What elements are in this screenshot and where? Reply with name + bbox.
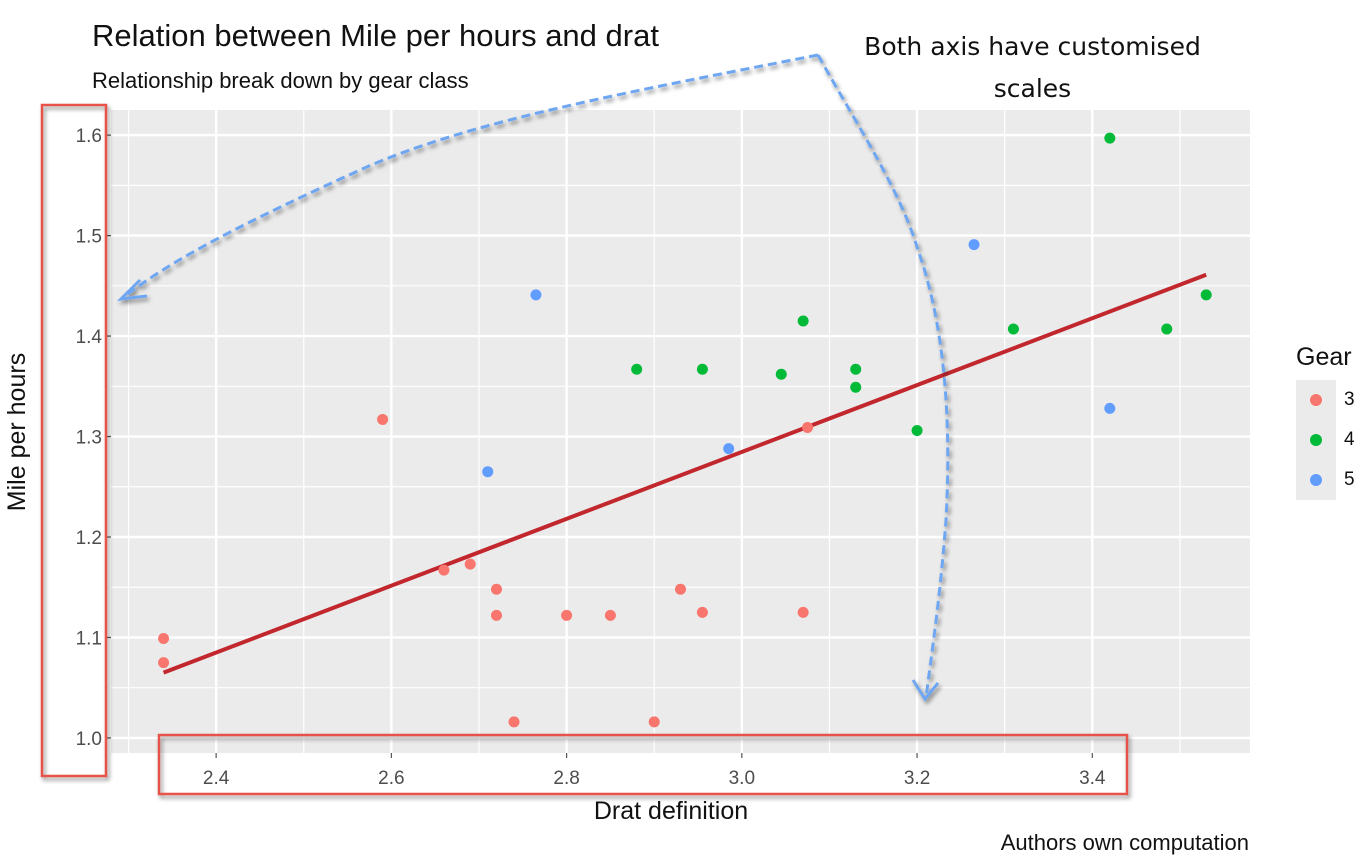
data-point-gear-4: [797, 315, 809, 327]
data-point-gear-3: [464, 558, 476, 570]
plot-panel: [111, 110, 1250, 753]
arrow-to-y-axis: [122, 53, 819, 300]
data-point-gear-3: [491, 609, 503, 621]
arrow-head-x-axis: [911, 679, 940, 702]
x-axis-title: Drat definition: [594, 797, 748, 825]
x-tick-label: 3.4: [1079, 768, 1106, 789]
annotation-note: Both axis have customised scales: [864, 32, 1201, 103]
data-point-gear-3: [158, 632, 170, 644]
y-tick-label: 1.4: [76, 327, 103, 348]
axis-ticks: 2.4 2.6 2.8 3.0 3.2 3.4 1.0 1.1 1.2 1.3 1.4 1.5 1.6: [76, 126, 1106, 789]
data-point-gear-3: [797, 606, 809, 618]
major-gridlines: [111, 110, 1250, 753]
trend-line: [162, 272, 1207, 675]
legend-item-5: 5: [1296, 460, 1355, 500]
data-point-gear-4: [850, 363, 862, 375]
x-tick-label: 3.0: [729, 768, 755, 789]
data-point-gear-4: [1104, 132, 1116, 144]
data-point-gear-3: [158, 657, 170, 669]
y-tick-label: 1.2: [76, 528, 102, 549]
arrow-head-y-axis: [116, 278, 148, 301]
y-axis-highlight-box: [40, 103, 108, 778]
x-axis-highlight-box: [157, 733, 1129, 796]
legend-item-3: 3: [1296, 380, 1355, 420]
legend-item-4: 4: [1296, 420, 1355, 460]
legend-key: [1296, 420, 1336, 460]
data-point-gear-3: [604, 609, 616, 621]
data-point-gear-5: [482, 466, 494, 478]
data-point-gear-3: [648, 716, 660, 728]
data-point-gear-3: [377, 413, 389, 425]
data-points: [158, 132, 1212, 728]
arrow-to-x-axis: [816, 54, 950, 699]
minor-gridlines: [111, 110, 1250, 753]
y-tick-label: 1.0: [76, 729, 102, 750]
caption: Authors own computation: [1000, 830, 1249, 855]
legend-dot: [1310, 394, 1322, 406]
x-tick-label: 2.8: [553, 768, 579, 789]
data-point-gear-4: [911, 424, 923, 436]
y-tick-label: 1.1: [76, 628, 102, 649]
data-point-gear-4: [696, 363, 708, 375]
data-point-gear-5: [723, 443, 735, 455]
data-point-gear-4: [1007, 323, 1019, 335]
data-point-gear-4: [850, 381, 862, 393]
data-point-gear-3: [508, 716, 520, 728]
data-point-gear-4: [775, 368, 787, 380]
y-tick-label: 1.3: [76, 428, 102, 449]
data-point-gear-5: [1104, 402, 1116, 414]
data-point-gear-3: [491, 583, 503, 595]
legend: Gear 3 4 5: [1296, 343, 1355, 500]
chart-title: Relation between Mile per hours and drat: [92, 18, 659, 53]
data-point-gear-3: [802, 421, 814, 433]
x-tick-label: 2.4: [203, 768, 230, 789]
callout-arrows: [116, 53, 950, 702]
data-point-gear-3: [561, 609, 573, 621]
data-point-gear-3: [438, 564, 450, 576]
legend-label: 4: [1344, 429, 1355, 450]
data-point-gear-4: [1200, 289, 1212, 301]
legend-key: [1296, 380, 1336, 420]
data-point-gear-3: [675, 583, 686, 595]
data-point-gear-5: [530, 289, 542, 301]
y-tick-label: 1.5: [76, 227, 102, 248]
chart-subtitle: Relationship break down by gear class: [92, 68, 469, 93]
legend-dot: [1310, 474, 1322, 486]
legend-dot: [1310, 434, 1322, 446]
data-point-gear-4: [631, 363, 643, 375]
x-tick-label: 3.2: [904, 768, 930, 789]
legend-title: Gear: [1296, 343, 1352, 371]
legend-label: 3: [1344, 389, 1355, 410]
data-point-gear-3: [696, 606, 708, 618]
legend-key: [1296, 460, 1336, 500]
x-tick-label: 2.6: [378, 768, 404, 789]
y-axis-title: Mile per hours: [3, 353, 31, 511]
legend-label: 5: [1344, 469, 1355, 490]
data-point-gear-5: [968, 239, 980, 251]
y-tick-label: 1.6: [76, 126, 102, 147]
data-point-gear-4: [1161, 323, 1173, 335]
